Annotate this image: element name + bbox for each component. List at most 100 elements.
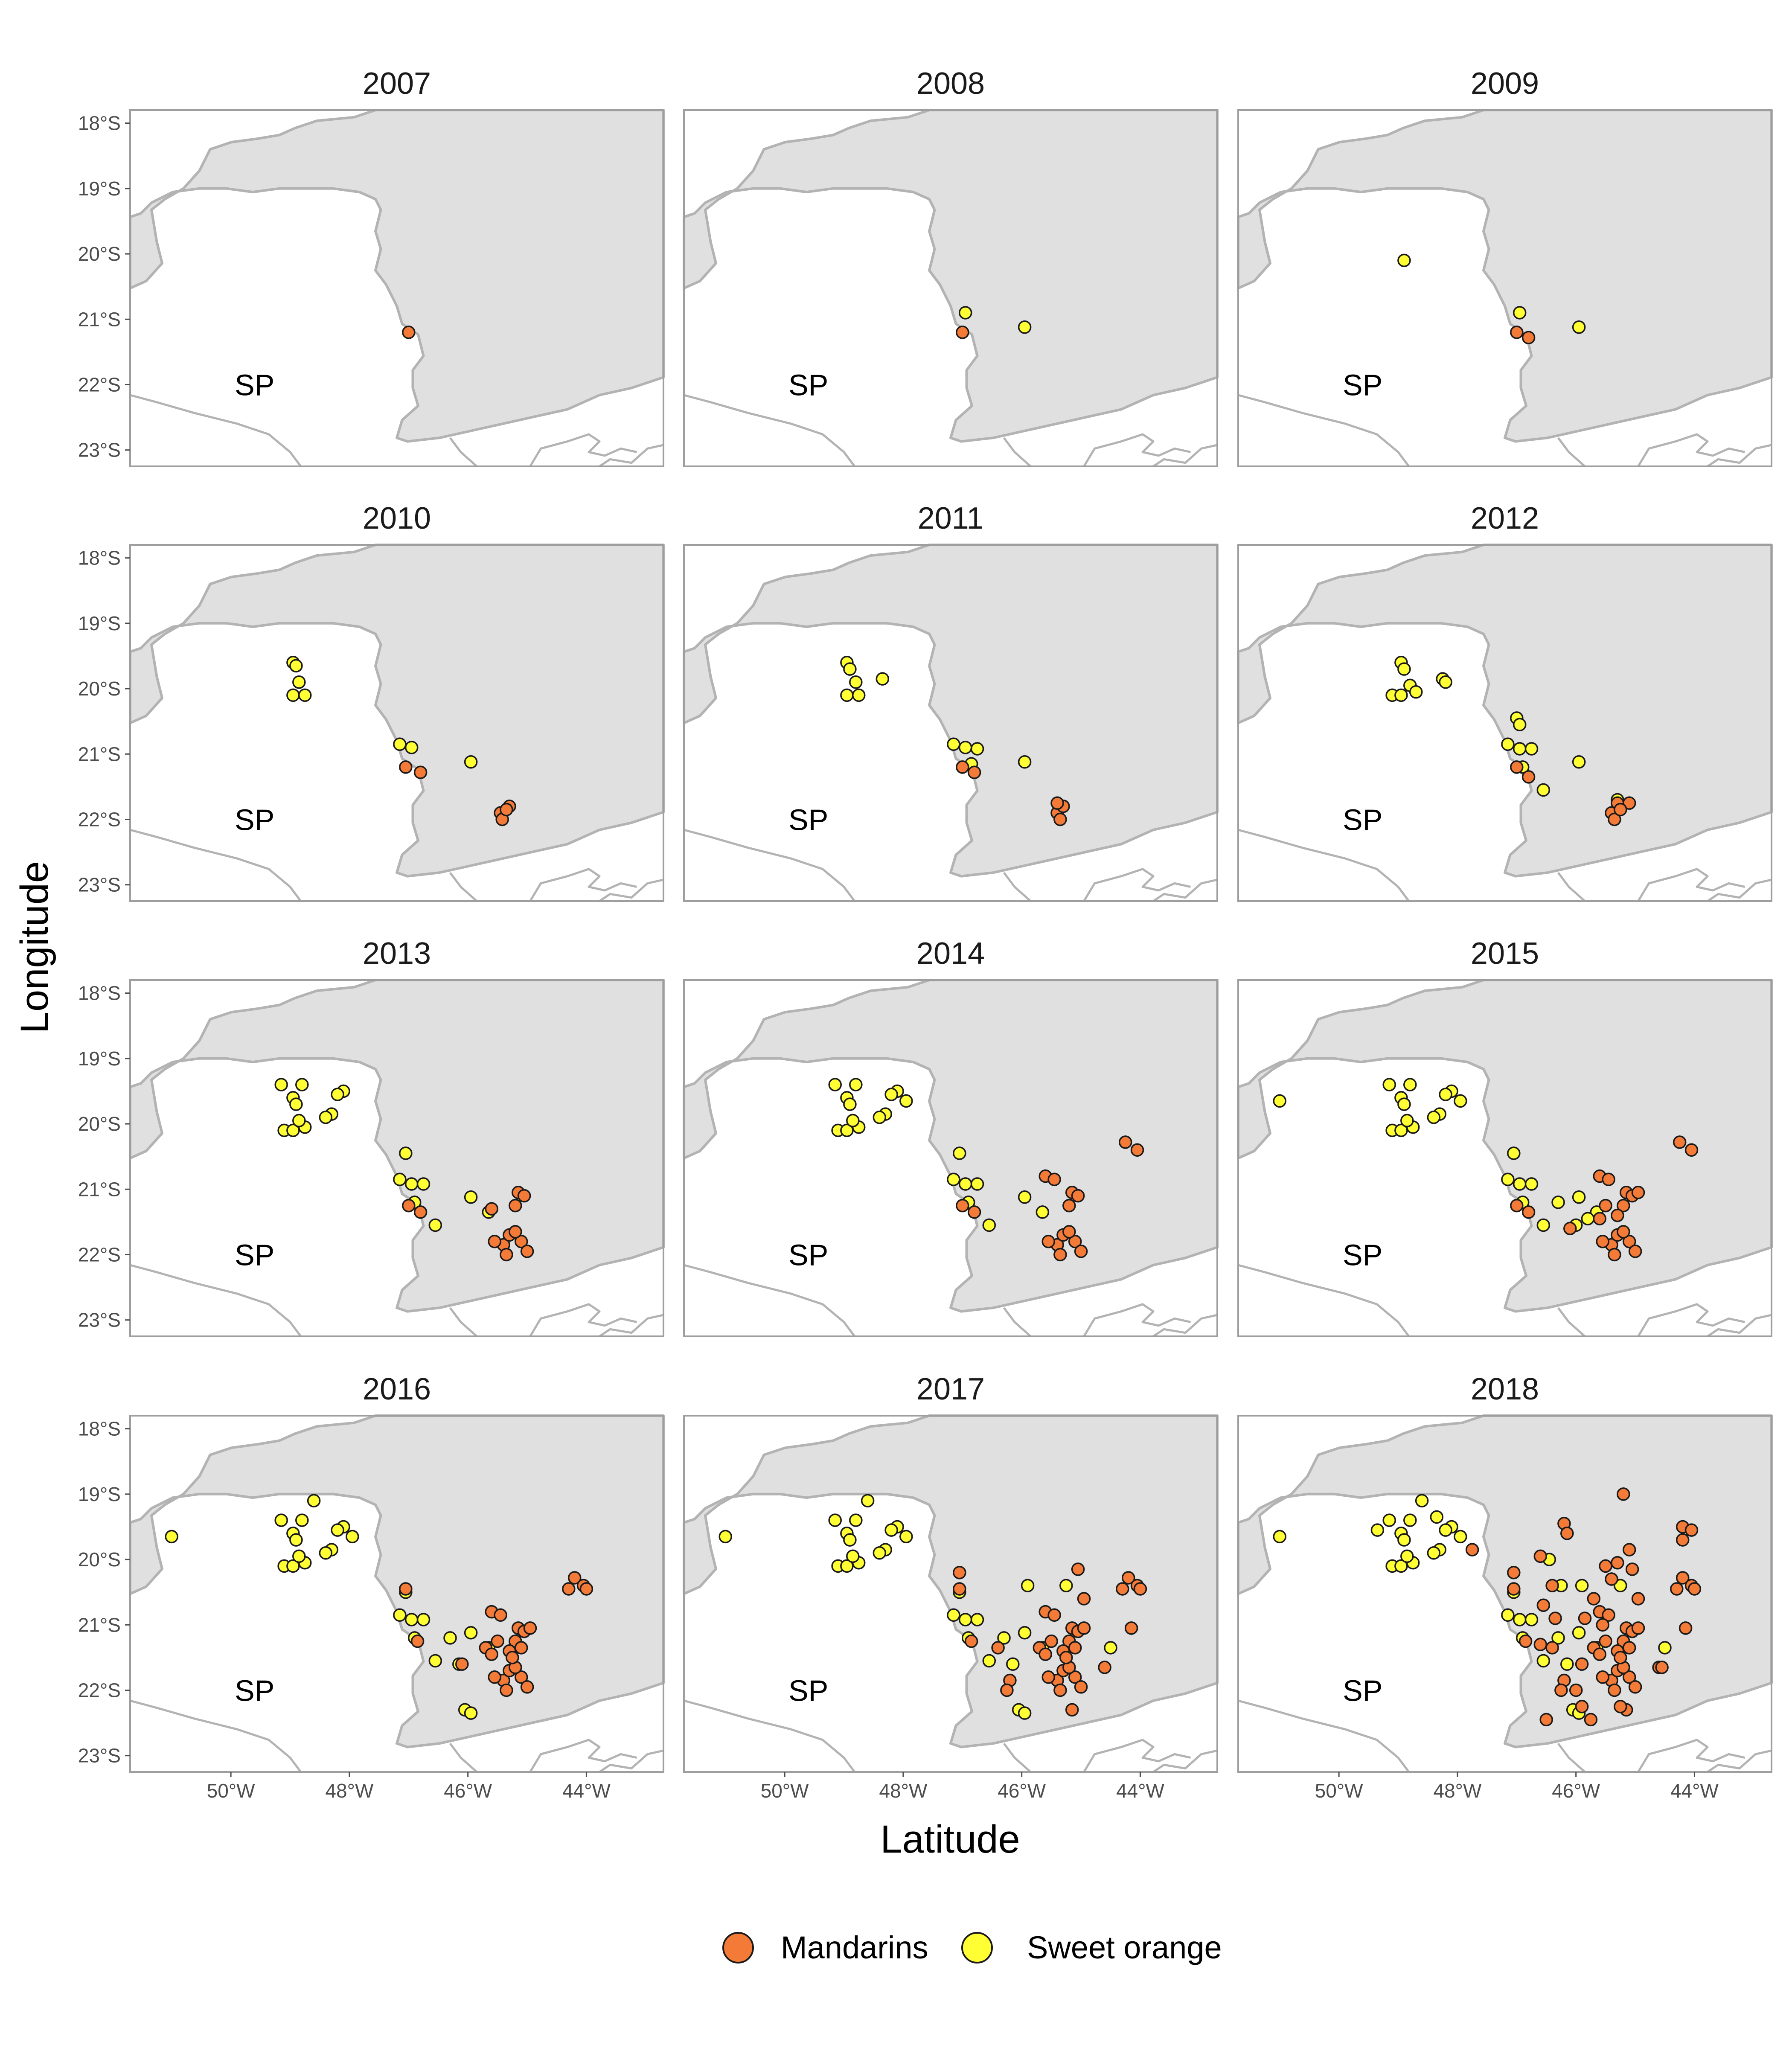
state-label-sp: SP bbox=[1343, 368, 1382, 401]
point-sweet-orange bbox=[292, 1549, 306, 1563]
point-sweet-orange bbox=[1104, 1641, 1117, 1655]
point-mandarins bbox=[1578, 1612, 1592, 1625]
point-mandarins bbox=[1041, 1235, 1055, 1248]
point-sweet-orange bbox=[1415, 1494, 1429, 1507]
state-label-sp: SP bbox=[1343, 803, 1382, 836]
point-mandarins bbox=[1687, 1582, 1702, 1596]
point-mandarins bbox=[399, 760, 413, 774]
y-tick-label: 23°S bbox=[78, 874, 121, 896]
point-mandarins bbox=[1519, 1634, 1533, 1648]
state-label-sp: SP bbox=[788, 1238, 828, 1271]
point-sweet-orange bbox=[404, 1613, 419, 1626]
y-tick-label: 22°S bbox=[78, 808, 121, 830]
boundary-line bbox=[599, 1749, 664, 1773]
point-mandarins bbox=[509, 1199, 522, 1213]
point-mandarins bbox=[1510, 1199, 1524, 1213]
point-sweet-orange bbox=[289, 1097, 303, 1111]
point-sweet-orange bbox=[1273, 1530, 1286, 1544]
point-mandarins bbox=[1599, 1634, 1612, 1648]
point-sweet-orange bbox=[982, 1218, 996, 1232]
point-mandarins bbox=[1118, 1135, 1132, 1149]
point-sweet-orange bbox=[286, 688, 300, 702]
point-sweet-orange bbox=[1430, 1510, 1444, 1524]
point-mandarins bbox=[491, 1634, 504, 1648]
point-sweet-orange bbox=[828, 1513, 842, 1527]
point-mandarins bbox=[402, 1199, 416, 1213]
boundary-line bbox=[130, 829, 302, 902]
point-mandarins bbox=[1074, 1680, 1088, 1694]
y-tick-label: 22°S bbox=[78, 1243, 121, 1265]
point-mandarins bbox=[967, 765, 981, 779]
boundary-line bbox=[1557, 437, 1586, 467]
point-sweet-orange bbox=[846, 1549, 860, 1563]
point-sweet-orange bbox=[884, 1088, 898, 1101]
y-tick-label: 19°S bbox=[78, 612, 121, 634]
x-tick-label: 44°W bbox=[1116, 1780, 1165, 1802]
point-mandarins bbox=[514, 1670, 528, 1684]
point-sweet-orange bbox=[899, 1094, 913, 1108]
point-mandarins bbox=[1098, 1661, 1111, 1674]
point-sweet-orange bbox=[1427, 1546, 1441, 1560]
y-tick-label: 23°S bbox=[78, 439, 121, 461]
point-sweet-orange bbox=[1513, 1613, 1527, 1626]
point-mandarins bbox=[1611, 1556, 1624, 1570]
boundary-line bbox=[1238, 1264, 1410, 1337]
point-sweet-orange bbox=[873, 1546, 887, 1560]
point-sweet-orange bbox=[849, 1078, 863, 1091]
point-sweet-orange bbox=[1400, 1114, 1414, 1128]
point-mandarins bbox=[1116, 1582, 1129, 1596]
point-mandarins bbox=[413, 1205, 428, 1219]
point-mandarins bbox=[953, 1582, 966, 1596]
point-sweet-orange bbox=[1439, 675, 1452, 689]
boundary-line bbox=[1003, 872, 1032, 902]
point-sweet-orange bbox=[958, 741, 972, 754]
point-mandarins bbox=[1684, 1143, 1699, 1157]
point-sweet-orange bbox=[165, 1530, 178, 1544]
boundary-line bbox=[1003, 1307, 1032, 1337]
point-sweet-orange bbox=[1394, 1559, 1408, 1573]
y-tick-label: 18°S bbox=[78, 547, 121, 569]
boundary-line bbox=[1637, 868, 1745, 902]
panel-border bbox=[129, 109, 664, 467]
point-sweet-orange bbox=[852, 688, 866, 702]
point-mandarins bbox=[1059, 1651, 1073, 1664]
point-mandarins bbox=[517, 1189, 531, 1203]
point-mandarins bbox=[399, 1582, 413, 1596]
point-sweet-orange bbox=[404, 1177, 419, 1191]
y-tick-label: 19°S bbox=[78, 1047, 121, 1070]
point-mandarins bbox=[1679, 1621, 1693, 1635]
point-sweet-orange bbox=[970, 1613, 984, 1626]
point-sweet-orange bbox=[464, 1706, 478, 1720]
point-mandarins bbox=[1053, 1248, 1067, 1262]
point-mandarins bbox=[1130, 1143, 1144, 1157]
boundary-line bbox=[449, 437, 478, 467]
point-sweet-orange bbox=[1397, 1533, 1411, 1547]
point-mandarins bbox=[1608, 1683, 1621, 1697]
y-tick-label: 23°S bbox=[78, 1745, 121, 1767]
point-mandarins bbox=[1622, 796, 1636, 810]
point-mandarins bbox=[514, 1641, 528, 1655]
x-tick-label: 46°W bbox=[1552, 1780, 1600, 1802]
x-tick-label: 48°W bbox=[325, 1780, 374, 1802]
point-sweet-orange bbox=[298, 688, 312, 702]
point-sweet-orange bbox=[464, 755, 478, 769]
point-mandarins bbox=[1587, 1592, 1601, 1606]
land-area bbox=[1237, 979, 1773, 1313]
point-mandarins bbox=[1039, 1647, 1052, 1661]
point-mandarins bbox=[967, 1205, 981, 1219]
point-sweet-orange bbox=[286, 1123, 300, 1137]
point-mandarins bbox=[500, 1248, 513, 1262]
point-mandarins bbox=[1655, 1661, 1669, 1674]
point-sweet-orange bbox=[464, 1626, 478, 1640]
point-sweet-orange bbox=[719, 1530, 732, 1544]
state-label-sp: SP bbox=[788, 803, 828, 836]
point-mandarins bbox=[1605, 1572, 1618, 1586]
point-mandarins bbox=[1611, 1208, 1624, 1222]
point-mandarins bbox=[1545, 1579, 1559, 1593]
y-tick-label: 21°S bbox=[78, 743, 121, 765]
point-mandarins bbox=[1068, 1235, 1082, 1248]
point-sweet-orange bbox=[286, 1559, 300, 1573]
point-sweet-orange bbox=[1536, 783, 1551, 797]
boundary-line bbox=[1637, 1739, 1745, 1773]
